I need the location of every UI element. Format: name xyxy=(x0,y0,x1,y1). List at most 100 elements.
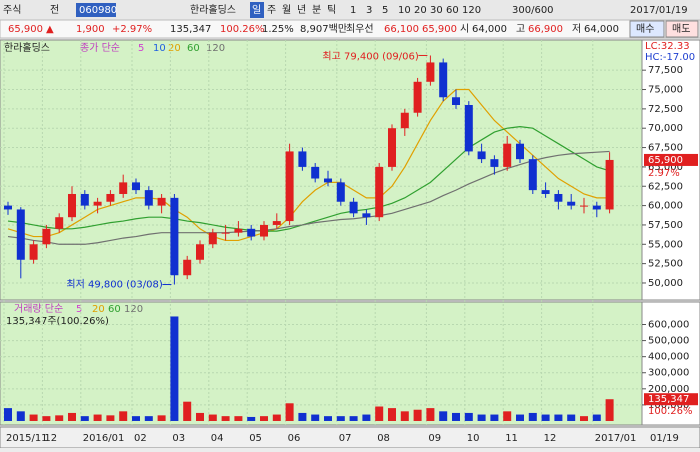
y-tick-label: 52,500 xyxy=(648,259,683,270)
period-selected xyxy=(250,2,264,18)
volume-bar xyxy=(490,414,499,421)
volume-tick-label: 200,000 xyxy=(648,384,689,395)
lc: LC:32.33 xyxy=(645,41,690,52)
volume-bar xyxy=(144,416,153,421)
x-tick-label: 05 xyxy=(249,433,262,444)
volume-bar xyxy=(452,412,460,421)
sell[interactable]: 매도 xyxy=(672,23,690,35)
candle-body xyxy=(298,151,307,167)
date[interactable]: 2017/01/19 xyxy=(630,5,688,16)
code-input[interactable] xyxy=(76,3,116,17)
volume-bar xyxy=(68,412,76,421)
low-note: 최저 49,800 (03/08) xyxy=(66,279,162,291)
minute-button[interactable]: 60 xyxy=(446,5,459,16)
volume-bar xyxy=(29,414,38,421)
x-tick-label: 09 xyxy=(428,433,441,444)
candle-body xyxy=(260,224,268,237)
volume-bar xyxy=(157,415,166,421)
volume-bar xyxy=(554,414,563,421)
volume-tick-label: 600,000 xyxy=(648,320,689,331)
candle-body xyxy=(311,166,320,179)
volume-bar xyxy=(4,408,12,421)
buy-button[interactable] xyxy=(629,20,665,38)
period-button[interactable]: 틱 xyxy=(327,4,336,16)
minute-button[interactable]: 3 xyxy=(366,5,372,16)
candle-body xyxy=(234,228,243,233)
x-tick-label: 2016/01 xyxy=(83,433,125,444)
all[interactable]: 전 xyxy=(50,4,59,16)
minute-button[interactable]: 120 xyxy=(462,5,481,16)
minute-button[interactable]: 1 xyxy=(350,5,356,16)
period-button[interactable]: 일 xyxy=(252,4,261,16)
candle-body xyxy=(375,166,384,218)
ma-label: 종가 단순 xyxy=(80,42,120,54)
volume-bar xyxy=(42,416,51,421)
minute-button[interactable]: 5 xyxy=(382,5,388,16)
hc: HC:-17.00 xyxy=(645,52,695,63)
candle-body xyxy=(68,193,76,218)
period-button[interactable]: 월 xyxy=(282,4,291,16)
buy[interactable]: 매수 xyxy=(636,23,654,35)
price-panel xyxy=(0,39,643,301)
x-tick-label: 2017/01 xyxy=(595,433,637,444)
legend-item: 5 xyxy=(138,43,144,54)
legend-item: 10 xyxy=(153,43,166,54)
volume-bar xyxy=(55,415,64,421)
period-button[interactable]: 년 xyxy=(297,4,306,16)
minute-button[interactable]: 20 xyxy=(414,5,427,16)
last-rate: 2.97% xyxy=(648,168,680,179)
volume-bar xyxy=(580,416,588,421)
y-tick-label: 72,500 xyxy=(648,104,683,115)
candle-body xyxy=(119,182,128,194)
toolbar xyxy=(0,0,700,20)
candle-body xyxy=(16,209,25,260)
candle-body xyxy=(554,193,563,202)
volume-bar xyxy=(285,403,294,421)
low: 64,000 xyxy=(584,24,619,35)
volume-bar xyxy=(439,411,448,421)
high-note: 최고 79,400 (09/06) xyxy=(322,50,418,62)
bid: 65,900 xyxy=(422,24,457,35)
minute-button[interactable]: 10 xyxy=(398,5,411,16)
period-button[interactable]: 주 xyxy=(267,5,276,16)
x-tick-label: 08 xyxy=(377,433,390,444)
candle-body xyxy=(132,182,140,191)
volume-bar xyxy=(362,414,371,421)
candle-body xyxy=(516,143,524,160)
minute-button[interactable]: 30 xyxy=(430,5,443,16)
period-button[interactable]: 분 xyxy=(312,4,321,16)
volume-bar xyxy=(132,416,140,421)
arrow: ▲ xyxy=(46,24,54,35)
candle-body xyxy=(247,228,256,237)
candle-body xyxy=(42,228,51,245)
candle-body xyxy=(503,143,512,167)
volume-bar xyxy=(567,414,576,421)
candle-body xyxy=(362,213,371,218)
candle-body xyxy=(324,178,332,183)
volume-bar xyxy=(541,414,550,421)
sell-button[interactable] xyxy=(665,20,699,38)
code[interactable]: 060980 xyxy=(79,5,117,16)
rate: +2.97% xyxy=(112,24,152,35)
volume-note: 135,347주(100.26%) xyxy=(6,316,109,327)
open: 64,000 xyxy=(472,24,507,35)
candle-body xyxy=(285,151,294,222)
legend-item: 20 xyxy=(168,43,181,54)
candle-body xyxy=(196,244,204,260)
count[interactable]: 300/600 xyxy=(512,5,554,16)
volume-bar xyxy=(375,406,384,421)
x-tick-label: 12 xyxy=(44,433,57,444)
y-tick-label: 57,500 xyxy=(648,220,683,231)
last-volume: 135,347 xyxy=(648,394,689,405)
volume-legend-item: 60 xyxy=(108,304,121,315)
x-tick-label: 11 xyxy=(505,433,518,444)
stock-name[interactable]: 한라홀딩스 xyxy=(190,3,236,16)
volume-legend-item: 5 xyxy=(76,304,82,315)
low-label: 저 xyxy=(572,23,581,35)
candle-body xyxy=(55,217,64,229)
high-label: 고 xyxy=(516,24,525,35)
candle-body xyxy=(4,205,12,210)
candle-body xyxy=(29,244,38,260)
volume-bar xyxy=(592,414,601,421)
market[interactable]: 주식 xyxy=(3,4,21,16)
